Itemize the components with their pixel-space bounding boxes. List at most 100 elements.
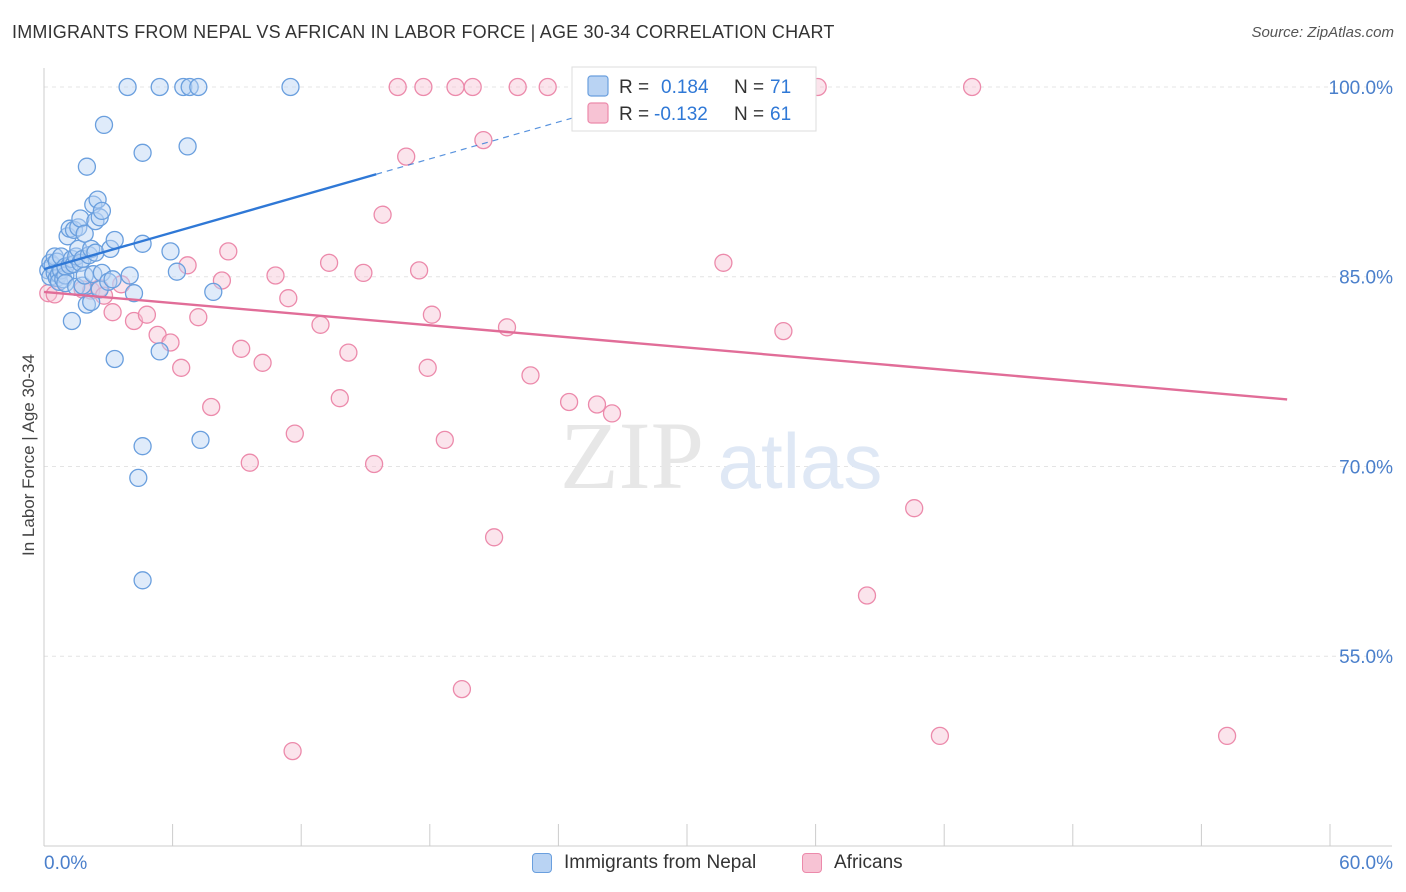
africans-point xyxy=(178,256,197,275)
nepal-point xyxy=(62,311,82,331)
x-tick-label: 0.0% xyxy=(44,853,87,874)
y-tick-label: 55.0% xyxy=(1339,647,1393,668)
nepal-point xyxy=(133,143,152,162)
y-tick-label: 100.0% xyxy=(1329,78,1394,99)
africans-point xyxy=(474,130,493,150)
africans-point xyxy=(538,77,557,97)
africans-point xyxy=(435,430,454,450)
africans-point xyxy=(452,679,472,699)
nepal-point xyxy=(150,77,169,97)
nepal-point xyxy=(150,342,169,361)
trend-lines xyxy=(43,109,1288,401)
africans-points xyxy=(39,77,1237,761)
africans-point xyxy=(409,261,429,280)
nepal-point xyxy=(88,190,107,209)
africans-point xyxy=(905,499,924,518)
africans-point xyxy=(418,358,437,377)
axis-layer xyxy=(43,68,1392,847)
legend-r-value-nepal: 0.184 xyxy=(661,77,709,98)
watermark-zip: ZIP xyxy=(560,402,704,509)
watermark: ZIP atlas xyxy=(560,402,882,509)
africans-point xyxy=(521,366,540,385)
africans-point xyxy=(253,353,272,372)
africans-point xyxy=(364,454,384,474)
nepal-point xyxy=(189,77,208,97)
africans-point xyxy=(339,343,358,362)
nepal-point xyxy=(105,230,124,250)
chart-title: IMMIGRANTS FROM NEPAL VS AFRICAN IN LABO… xyxy=(12,22,835,42)
nepal-point xyxy=(69,239,88,259)
africans-point xyxy=(232,339,251,358)
bottom-legend-label-nepal: Immigrants from Nepal xyxy=(564,852,757,873)
legend-n-label-africans: N = xyxy=(734,104,764,125)
africans-point xyxy=(508,77,527,97)
africans-point xyxy=(137,305,157,324)
nepal-point xyxy=(167,262,187,281)
nepal-point xyxy=(71,209,90,228)
africans-point xyxy=(484,528,504,547)
africans-point xyxy=(319,253,339,272)
africans-point xyxy=(202,397,221,417)
nepal-point xyxy=(118,77,137,97)
legend-swatch-nepal xyxy=(587,75,609,97)
nepal-point xyxy=(77,157,97,176)
africans-point xyxy=(446,77,465,97)
africans-point xyxy=(463,77,482,97)
legend-swatch-africans xyxy=(587,102,609,124)
africans-point xyxy=(414,77,433,97)
africans-point xyxy=(354,263,373,283)
bottom-legend-swatch-africans xyxy=(802,853,822,873)
africans-point xyxy=(962,77,982,97)
africans-point xyxy=(283,741,302,761)
africans-point xyxy=(388,77,407,97)
legend-r-label-nepal: R = xyxy=(619,77,649,98)
legend-n-label-nepal: N = xyxy=(734,77,764,98)
nepal-point xyxy=(281,77,300,97)
stats-legend: R = 0.184 N = 71 R = -0.132 N = 61 xyxy=(571,66,817,132)
legend-r-value-africans: -0.132 xyxy=(654,104,708,125)
nepal-point xyxy=(129,468,148,488)
grid-layer xyxy=(44,86,1392,657)
africans-point xyxy=(714,253,733,272)
africans-point xyxy=(1217,726,1237,746)
x-tick-label: 60.0% xyxy=(1339,853,1393,874)
bottom-legend-nepal: Immigrants from Nepal xyxy=(532,852,756,874)
nepal-point xyxy=(94,115,114,135)
africans-point xyxy=(857,586,877,605)
africans-point xyxy=(774,321,793,341)
africans-point xyxy=(602,404,622,423)
nepal-point xyxy=(161,242,180,261)
legend-n-value-africans: 61 xyxy=(770,104,791,125)
source-label: Source: ZipAtlas.com xyxy=(1251,24,1394,41)
watermark-atlas: atlas xyxy=(718,417,883,505)
nepal-point xyxy=(103,270,122,289)
africans-point xyxy=(103,303,122,322)
africans-point xyxy=(930,726,950,746)
nepal-points xyxy=(39,77,300,590)
africans-point xyxy=(189,308,208,327)
nepal-point xyxy=(204,282,223,302)
bottom-legend-label-africans: Africans xyxy=(834,852,903,873)
nepal-point xyxy=(174,77,193,97)
legend-n-value-nepal: 71 xyxy=(770,77,791,98)
africans-point xyxy=(279,289,298,308)
nepal-point xyxy=(120,266,139,285)
nepal-point xyxy=(92,201,112,221)
africans-point xyxy=(219,242,238,261)
y-tick-label: 70.0% xyxy=(1339,457,1393,478)
stats-legend-frame xyxy=(571,66,817,132)
nepal-point xyxy=(133,571,152,590)
nepal-trend-line xyxy=(43,173,377,271)
africans-point xyxy=(587,395,607,414)
y-axis-label: In Labor Force | Age 30-34 xyxy=(19,354,38,556)
africans-point xyxy=(240,453,259,472)
africans-point xyxy=(172,358,191,377)
nepal-point xyxy=(124,284,144,303)
legend-r-label-africans: R = xyxy=(619,104,649,125)
nepal-point xyxy=(105,349,124,369)
nepal-point xyxy=(191,430,210,450)
bottom-legend-swatch-nepal xyxy=(532,853,552,873)
bottom-legend-africans: Africans xyxy=(802,852,903,874)
africans-point xyxy=(330,389,349,408)
